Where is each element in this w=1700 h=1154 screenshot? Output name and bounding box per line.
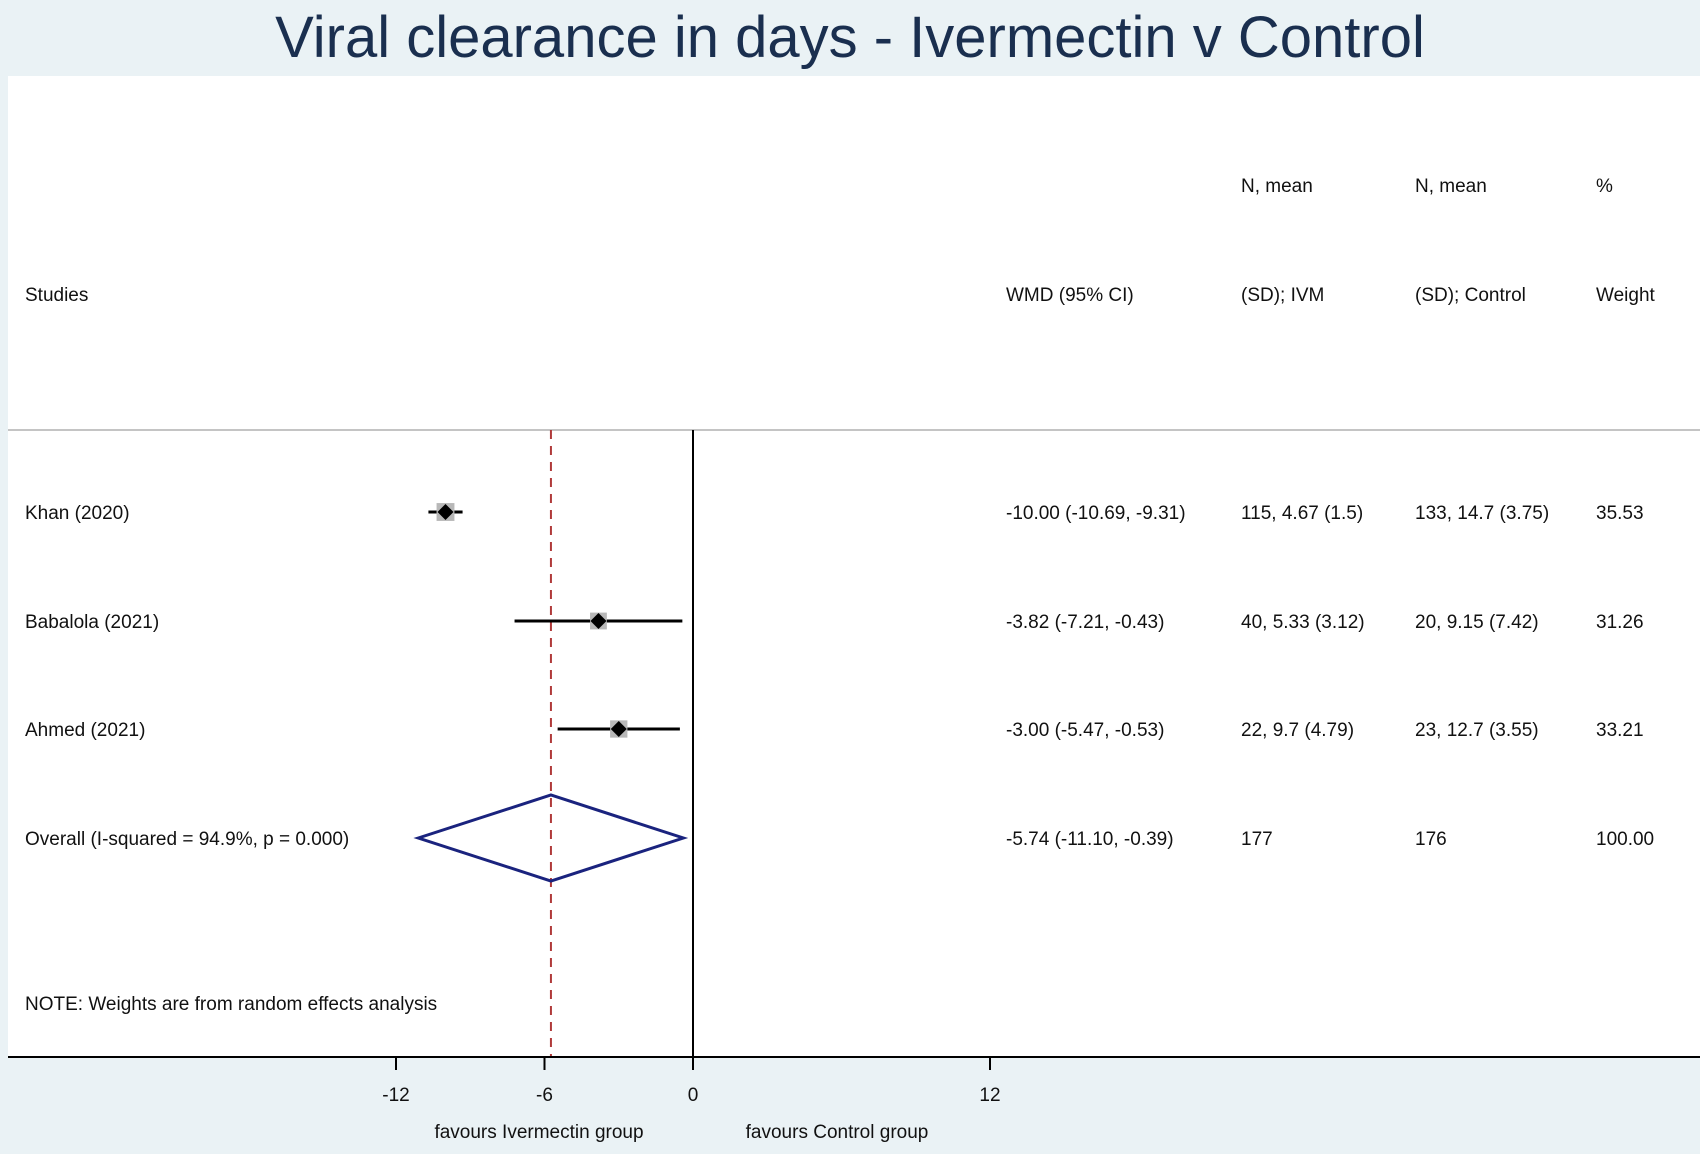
- weight-text: 33.21: [1596, 720, 1644, 741]
- x-label-left: favours Ivermectin group: [434, 1122, 643, 1143]
- point-estimate: [610, 721, 627, 737]
- header-ivm-line2: (SD); IVM: [1241, 285, 1324, 306]
- x-tick-label: -12: [382, 1085, 409, 1106]
- note: NOTE: Weights are from random effects an…: [25, 994, 437, 1015]
- study-row: Khan (2020) -10.00 (-10.69, -9.31) 115, 4.…: [25, 503, 1644, 524]
- chart-title: Viral clearance in days - Ivermectin v C…: [275, 5, 1425, 70]
- ivm-stats: 22, 9.7 (4.79): [1241, 720, 1354, 741]
- study-label: Ahmed (2021): [25, 720, 145, 741]
- weight-text: 31.26: [1596, 612, 1644, 633]
- study-label: Babalola (2021): [25, 612, 159, 633]
- header-ctrl-line1: N, mean: [1415, 176, 1487, 197]
- overall-diamond: [413, 793, 689, 883]
- header-effect: WMD (95% CI): [1006, 285, 1134, 306]
- control-stats: 133, 14.7 (3.75): [1415, 503, 1549, 524]
- control-stats: 20, 9.15 (7.42): [1415, 612, 1539, 633]
- overall-control: 176: [1415, 829, 1447, 850]
- x-tick-label: -6: [536, 1085, 553, 1106]
- point-estimate: [437, 504, 454, 520]
- header-ctrl-line2: (SD); Control: [1415, 285, 1526, 306]
- ivm-stats: 115, 4.67 (1.5): [1241, 503, 1363, 524]
- study-row: Babalola (2021) -3.82 (-7.21, -0.43) 40, 5…: [25, 612, 1644, 633]
- overall-row: Overall (I-squared = 94.9%, p = 0.000) -5…: [25, 793, 1654, 883]
- effect-ci-text: -10.00 (-10.69, -9.31): [1006, 503, 1186, 524]
- overall-ivm: 177: [1241, 829, 1273, 850]
- plot-panel: [8, 76, 1700, 1058]
- study-row: Ahmed (2021) -3.00 (-5.47, -0.53) 22, 9.7 …: [25, 720, 1644, 741]
- x-tick-label: 0: [688, 1085, 699, 1106]
- overall-label: Overall (I-squared = 94.9%, p = 0.000): [25, 829, 349, 850]
- effect-ci-text: -3.00 (-5.47, -0.53): [1006, 720, 1164, 741]
- study-label: Khan (2020): [25, 503, 130, 524]
- effect-ci-text: -3.82 (-7.21, -0.43): [1006, 612, 1164, 633]
- control-stats: 23, 12.7 (3.55): [1415, 720, 1539, 741]
- header-weight-line2: Weight: [1596, 285, 1656, 306]
- x-label-right: favours Control group: [746, 1122, 929, 1143]
- x-tick-label: 12: [979, 1085, 1000, 1106]
- point-estimate: [590, 613, 607, 629]
- header-ivm-line1: N, mean: [1241, 176, 1313, 197]
- x-axis-ticks: -12 -6 0 12: [382, 1057, 1001, 1106]
- study-rows: Khan (2020) -10.00 (-10.69, -9.31) 115, 4.…: [25, 503, 1654, 883]
- weight-text: 35.53: [1596, 503, 1644, 524]
- overall-weight: 100.00: [1596, 829, 1654, 850]
- overall-ci-text: -5.74 (-11.10, -0.39): [1006, 829, 1174, 850]
- header-weight-line1: %: [1596, 176, 1613, 197]
- ivm-stats: 40, 5.33 (3.12): [1241, 612, 1365, 633]
- header-studies: Studies: [25, 285, 88, 306]
